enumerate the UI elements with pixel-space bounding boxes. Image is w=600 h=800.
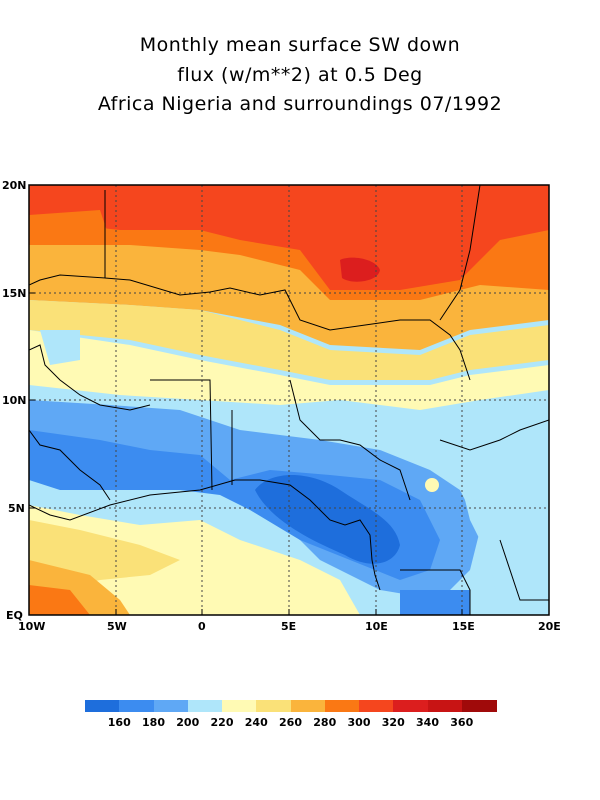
flux-band-300-west <box>29 210 110 245</box>
legend-swatch <box>222 700 257 712</box>
coast-gulf-of-guinea <box>29 479 381 591</box>
x-tick-5w: 5W <box>107 620 127 633</box>
legend-label: 240 <box>244 716 268 729</box>
flux-band-220-east <box>460 395 549 615</box>
x-tick-10e: 10E <box>365 620 388 633</box>
legend-swatch <box>290 700 326 712</box>
legend-swatch <box>393 700 428 712</box>
flux-band-300-south <box>29 585 90 615</box>
legend-swatch <box>427 700 463 712</box>
x-tick-5e: 5E <box>281 620 297 633</box>
coastlines-borders <box>29 185 549 615</box>
legend-label: 200 <box>176 716 200 729</box>
x-tick-20e: 20E <box>538 620 561 633</box>
y-tick-10n: 10N <box>2 394 27 407</box>
flux-band-160 <box>255 475 400 564</box>
border-ghana <box>150 379 213 491</box>
flux-band-240 <box>29 330 549 410</box>
legend-swatch <box>461 700 497 712</box>
border-nigeria-cameroon <box>289 379 411 501</box>
legend-swatch <box>119 700 154 712</box>
legend-swatch <box>187 700 223 712</box>
legend-label: 220 <box>210 716 234 729</box>
graticule <box>29 185 549 615</box>
border-sahel <box>104 277 471 381</box>
flux-band-240-spot <box>425 478 439 492</box>
y-tick-eq: EQ <box>6 609 23 622</box>
border-car <box>439 419 549 451</box>
flux-field <box>29 185 549 615</box>
legend-label: 260 <box>279 716 302 729</box>
border-guinea <box>29 344 151 411</box>
y-tick-15n: 15N <box>2 287 27 300</box>
legend-label: 180 <box>142 716 165 729</box>
y-tick-5n: 5N <box>8 502 25 515</box>
border-chad-libya <box>439 185 481 321</box>
legend-swatch <box>153 700 189 712</box>
x-tick-0: 0 <box>198 620 206 633</box>
legend-label: 300 <box>347 716 371 729</box>
legend-swatch <box>85 700 120 712</box>
legend-swatch <box>324 700 360 712</box>
x-tick-15e: 15E <box>452 620 475 633</box>
map-title-line-2: flux (w/m**2) at 0.5 Deg <box>177 64 423 86</box>
legend-label: 320 <box>381 716 405 729</box>
legend-label: 280 <box>313 716 337 729</box>
x-tick-10w: 10W <box>18 620 46 633</box>
border-mauritania <box>29 190 106 286</box>
flux-band-220-west <box>40 330 80 365</box>
axis-ticks <box>29 184 463 616</box>
flux-band-240-south <box>29 505 360 615</box>
legend-label: 360 <box>450 716 474 729</box>
coast-liberia <box>29 429 111 501</box>
border-gabon-congo <box>400 569 471 615</box>
legend-swatch <box>256 700 291 712</box>
border-drc <box>499 539 549 601</box>
map-title-line-1: Monthly mean surface SW down <box>139 34 461 56</box>
legend-label: 160 <box>107 716 131 729</box>
flux-band-180-south <box>400 590 470 615</box>
y-tick-20n: 20N <box>2 179 27 192</box>
flux-band-320 <box>29 185 549 290</box>
map-title-line-3: Africa Nigeria and surroundings 07/1992 <box>97 93 503 115</box>
legend-swatch <box>359 700 394 712</box>
flux-band-340 <box>340 257 380 282</box>
legend-label: 340 <box>416 716 439 729</box>
